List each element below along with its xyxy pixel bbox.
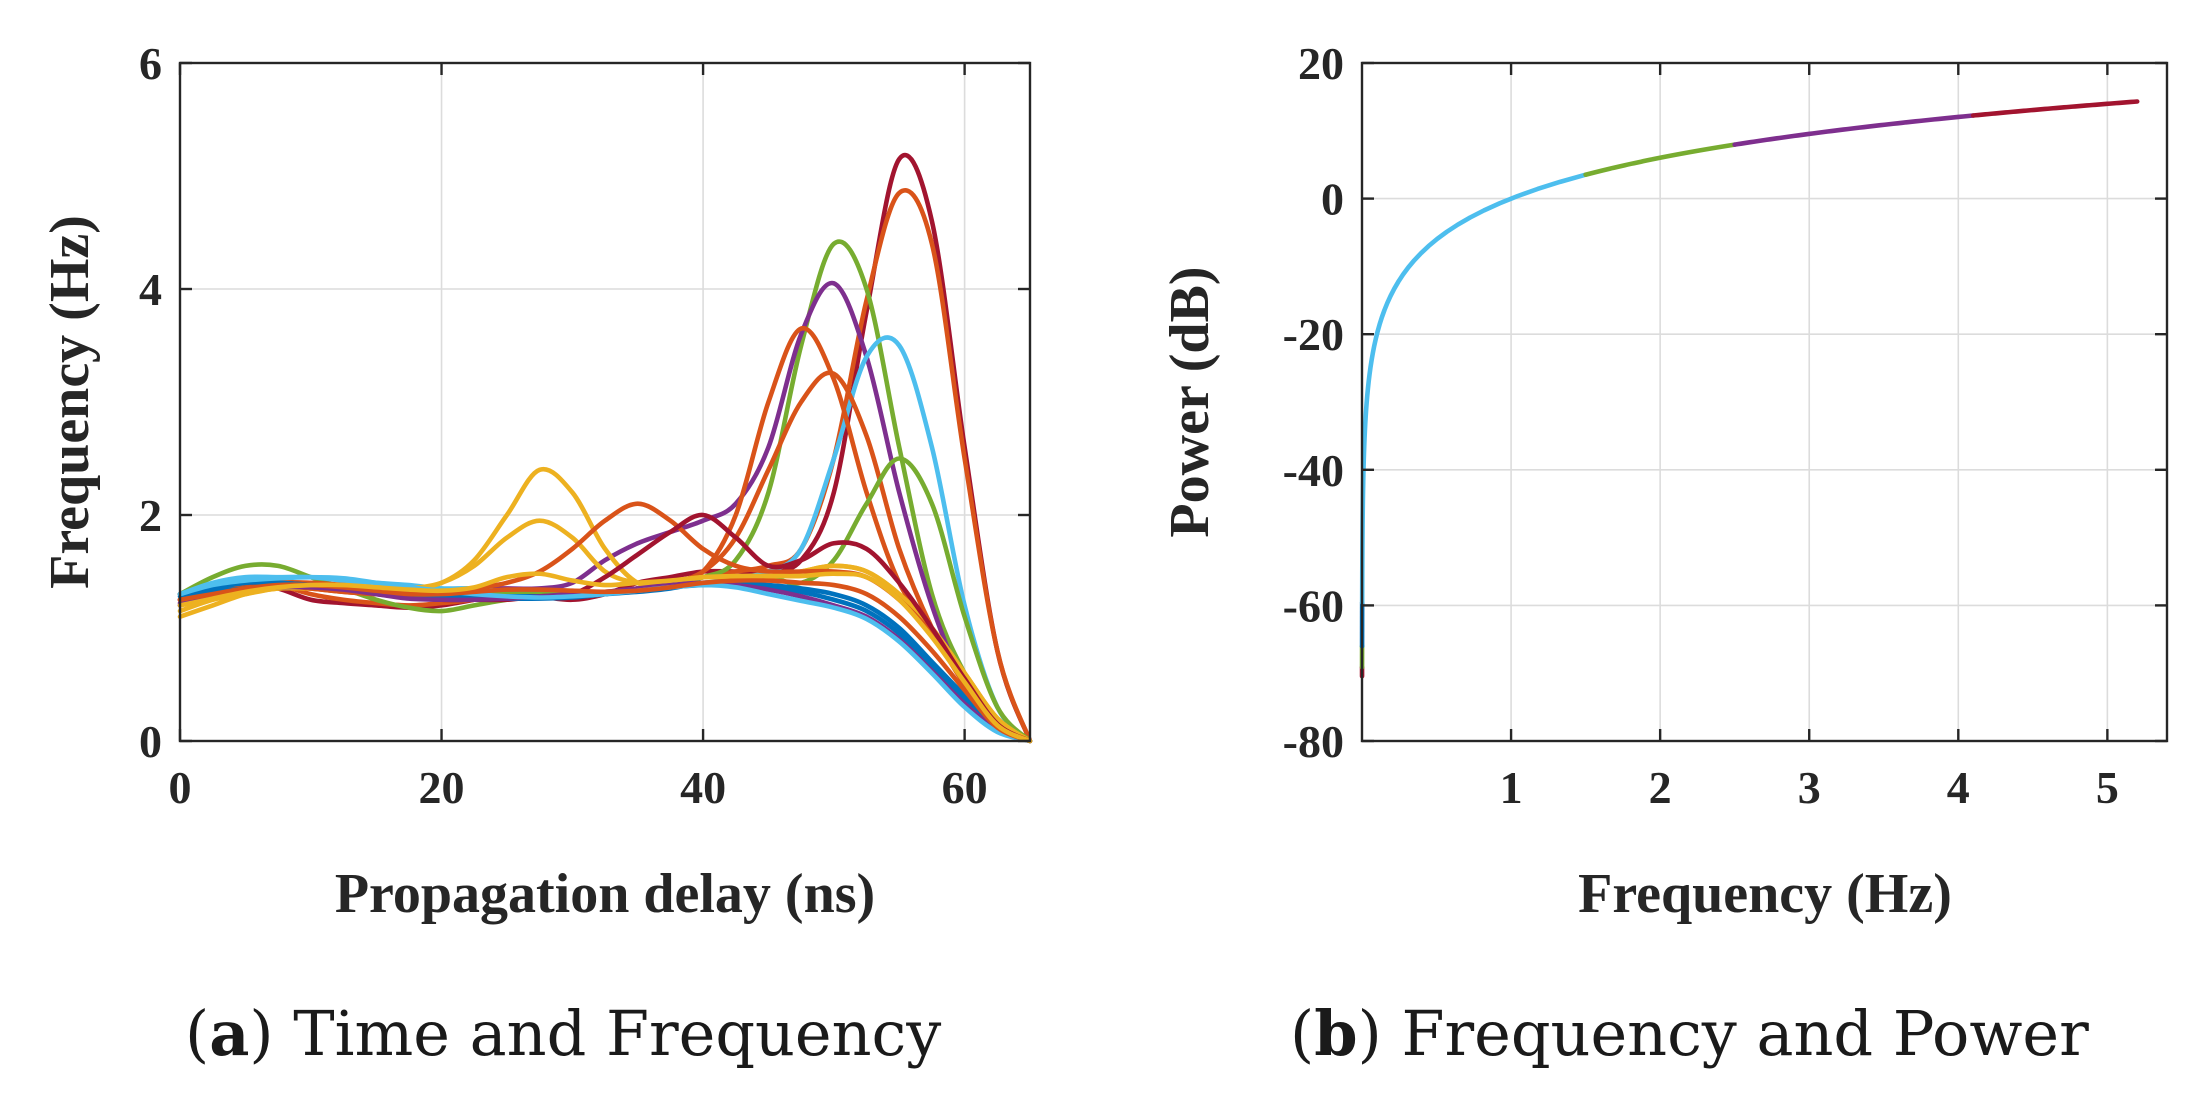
a-y-tick-label: 2 — [139, 490, 162, 541]
a-x-tick-label: 40 — [680, 762, 726, 813]
panel-b-caption-letter: b — [1314, 997, 1357, 1070]
panel-b-series-group — [1359, 99, 2140, 679]
a-x-tick-label: 60 — [942, 762, 988, 813]
panel-a-caption-text: Time and Frequency — [274, 997, 942, 1070]
b-x-tick-label: 2 — [1649, 762, 1672, 813]
panel-a-y-axis-label: Frequency (Hz) — [39, 215, 101, 589]
panel-a-series-line-s6 — [177, 326, 1033, 744]
b-y-tick-label: -20 — [1283, 309, 1344, 360]
a-y-tick-label: 0 — [139, 716, 162, 767]
b-y-tick-label: 0 — [1321, 174, 1344, 225]
panel-b-grid — [1362, 62, 2167, 742]
a-y-tick-label: 6 — [139, 38, 162, 89]
panel-b-ticks: 1 2 3 4 5 -80 -60 -40 -20 0 20 — [1283, 38, 2167, 813]
b-y-tick-label: -60 — [1283, 580, 1344, 631]
panel-b-power-curve-segment-5 — [1583, 142, 1737, 178]
panel-a-x-axis-label: Propagation delay (ns) — [335, 863, 875, 925]
panel-a-series-line-s1 — [177, 152, 1033, 744]
a-y-tick-label: 4 — [139, 264, 162, 315]
panel-b-chart: 1 2 3 4 5 -80 -60 -40 -20 0 20 Frequency (Hz) Powe… — [1159, 38, 2169, 1070]
b-x-tick-label: 3 — [1798, 762, 1821, 813]
b-y-tick-label: -40 — [1283, 445, 1344, 496]
panel-a-series-line-s5 — [177, 335, 1033, 744]
panel-a-caption-letter: a — [209, 997, 249, 1070]
panel-a-chart: 0 20 40 60 0 2 4 6 Propagation delay (ns) Frequ… — [39, 38, 1033, 1070]
b-x-tick-label: 1 — [1500, 762, 1523, 813]
panel-a-series-line-s3 — [177, 239, 1033, 744]
panel-a-series-line-s15 — [177, 580, 1033, 744]
panel-b-axes-frame — [1360, 61, 2169, 743]
panel-a-series-line-s7 — [177, 370, 1033, 744]
panel-a-axes-frame — [178, 61, 1032, 743]
panel-a-caption: (a) Time and Frequency — [185, 997, 941, 1070]
panel-b-y-axis-label: Power (dB) — [1159, 266, 1221, 537]
panel-b-power-curve-segment-4 — [1359, 172, 1588, 605]
a-x-tick-label: 0 — [169, 762, 192, 813]
b-y-tick-label: 20 — [1298, 38, 1344, 89]
panel-a-series-line-s14 — [177, 582, 1033, 744]
panel-b-power-curve-segment-6 — [1732, 113, 1976, 147]
a-x-tick-label: 20 — [419, 762, 465, 813]
panel-a-series-group — [177, 152, 1033, 744]
b-x-tick-label: 4 — [1947, 762, 1970, 813]
panel-b-power-curve-segment-7 — [1970, 99, 2140, 118]
panel-a-ticks: 0 20 40 60 0 2 4 6 — [139, 38, 1030, 813]
panel-b-caption-text: Frequency and Power — [1382, 997, 2089, 1070]
panel-a-series-line-s18 — [177, 571, 1033, 744]
panel-b-caption: (b) Frequency and Power — [1290, 997, 2089, 1070]
b-x-tick-label: 5 — [2096, 762, 2119, 813]
b-y-tick-label: -80 — [1283, 716, 1344, 767]
panel-b-x-axis-label: Frequency (Hz) — [1578, 863, 1952, 925]
